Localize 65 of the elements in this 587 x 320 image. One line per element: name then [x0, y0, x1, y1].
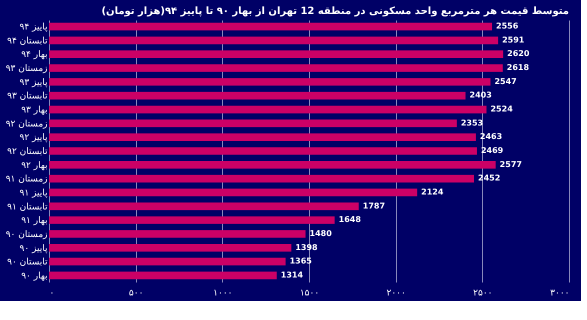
data-label: 1365 [290, 256, 312, 266]
data-label: 2353 [460, 118, 484, 128]
data-label: 1314 [280, 270, 304, 280]
y-tick-label: بهار ۹۴ [21, 50, 48, 60]
bar [49, 174, 474, 182]
bar [49, 161, 496, 169]
data-label: 1480 [310, 228, 332, 238]
x-tick-label: ۳۰۰۰ [550, 288, 570, 298]
x-tick-label: ۲۵۰۰ [473, 288, 493, 298]
data-label: 2524 [490, 104, 514, 114]
y-tick-label: بهار ۹۳ [21, 106, 48, 116]
data-label: 2620 [507, 49, 530, 58]
x-tick-label: ۰ [50, 288, 54, 298]
data-label: 2403 [470, 90, 492, 100]
y-tick-label: پاییز ۹۲ [20, 133, 48, 144]
x-tick-label: ۵۰۰ [128, 288, 144, 298]
data-label: 1787 [362, 201, 386, 210]
chart-title: متوسط قیمت هر مترمربع واحد مسکونی در منطقه 12 تهران از بهار ۹۰ تا پاییز ۹۴(هزار تومان) [101, 6, 569, 17]
y-tick-label: زمستان ۹۳ [6, 64, 48, 74]
bar [49, 272, 277, 280]
x-tick-label: ۱۰۰۰ [213, 288, 233, 298]
bar [49, 258, 286, 266]
bar [49, 50, 504, 58]
data-label: 2469 [480, 146, 504, 155]
bar [49, 230, 306, 238]
data-label: 2556 [496, 22, 519, 31]
bar [49, 147, 477, 155]
bar [49, 133, 476, 141]
y-tick-label: تابستان ۹۲ [7, 147, 48, 157]
y-tick-label: پاییز ۹۳ [20, 78, 48, 88]
y-tick-label: بهار ۹۲ [21, 160, 48, 171]
bar [49, 216, 335, 224]
y-tick-label: تابستان ۹۱ [7, 202, 48, 212]
x-tick-label: ۲۰۰۰ [386, 288, 406, 298]
y-tick-label: پاییز ۹۱ [20, 188, 48, 198]
bar [49, 120, 457, 128]
y-tick-label: تابستان ۹۳ [7, 92, 48, 102]
y-tick-label: تابستان ۹۰ [7, 258, 48, 268]
bar [49, 22, 492, 30]
data-label: 2124 [421, 187, 444, 196]
data-label: 1648 [338, 215, 362, 224]
bar [49, 92, 466, 100]
bar [49, 64, 503, 72]
x-tick-label: ۱۵۰۰ [300, 288, 320, 298]
bar [49, 244, 292, 252]
data-label: 2618 [506, 63, 530, 72]
data-label: 2452 [478, 174, 500, 183]
bar [49, 78, 490, 86]
data-label: 2591 [502, 35, 525, 44]
data-label: 2463 [480, 132, 502, 142]
data-label: 1398 [295, 242, 318, 252]
y-tick-label: زمستان ۹۱ [6, 174, 48, 185]
data-label: 2547 [494, 76, 517, 86]
bar [49, 202, 359, 210]
y-tick-label: پاییز ۹۴ [20, 22, 48, 33]
y-tick-label: بهار ۹۱ [21, 216, 48, 226]
y-tick-label: پاییز ۹۰ [20, 244, 48, 254]
bar [49, 106, 486, 114]
y-tick-label: تابستان ۹۴ [7, 36, 48, 46]
bar [49, 188, 418, 196]
y-tick-label: زمستان ۹۰ [6, 230, 48, 240]
y-tick-label: بهار ۹۰ [21, 271, 48, 282]
y-tick-label: زمستان ۹۲ [6, 119, 48, 130]
bar [49, 36, 498, 44]
data-label: 2577 [500, 160, 522, 169]
